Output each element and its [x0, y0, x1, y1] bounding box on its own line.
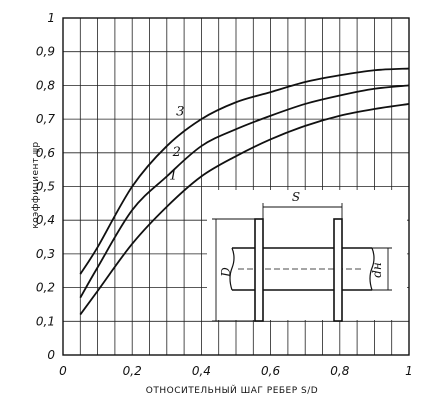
x-tick-label: 0,8 [330, 364, 349, 378]
curve-label-2: 2 [172, 145, 181, 160]
curve-label-3: 3 [176, 104, 184, 119]
y-tick-label: 0,7 [36, 112, 55, 126]
curve-label-1: 1 [169, 168, 177, 183]
x-tick-label: 1 [405, 364, 413, 378]
diameter-label: D [219, 267, 233, 278]
tube-break-right [369, 247, 375, 291]
y-tick-label: 0,6 [36, 146, 55, 160]
fin-tube-inset: S D dн [207, 190, 407, 322]
y-tick-label: 0,1 [36, 314, 55, 328]
series-group: 1 2 3 [79, 67, 410, 316]
inset-background [207, 190, 407, 320]
x-tick-label: 0,4 [192, 364, 211, 378]
x-tick-labels: 0 0,2 0,4 0,6 0,8 1 [59, 364, 413, 378]
y-tick-label: 0,5 [36, 180, 55, 194]
y-tick-label: 0,9 [36, 45, 55, 59]
series-line-1 [79, 103, 410, 316]
x-tick-label: 0,6 [261, 364, 280, 378]
x-tick-label: 0 [59, 364, 67, 378]
spacing-label: S [292, 190, 300, 204]
y-tick-label: 0,8 [36, 78, 55, 92]
plot-frame [62, 17, 410, 356]
y-tick-label: 0 [47, 348, 55, 362]
fin-right [333, 218, 343, 322]
y-tick-label: 0,3 [36, 247, 55, 261]
x-axis-label: ОТНОСИТЕЛЬНЫЙ ШАГ РЕБЕР S/D [146, 384, 318, 396]
y-tick-label: 0,2 [36, 281, 55, 295]
plot-border [62, 17, 410, 356]
y-axis-label: коэффициент ψp [31, 141, 41, 228]
series-line-2 [79, 84, 410, 299]
series-line-3 [79, 67, 410, 275]
y-tick-label: 0,4 [36, 213, 55, 227]
y-tick-labels: 0 0,1 0,2 0,3 0,4 0,5 0,6 0,7 0,8 0,9 1 [36, 11, 55, 362]
fin-left [254, 218, 264, 322]
x-tick-label: 0,2 [123, 364, 142, 378]
y-tick-label: 1 [47, 11, 55, 25]
tube-break-left [229, 247, 235, 291]
hub-diameter-label: dн [370, 262, 384, 278]
